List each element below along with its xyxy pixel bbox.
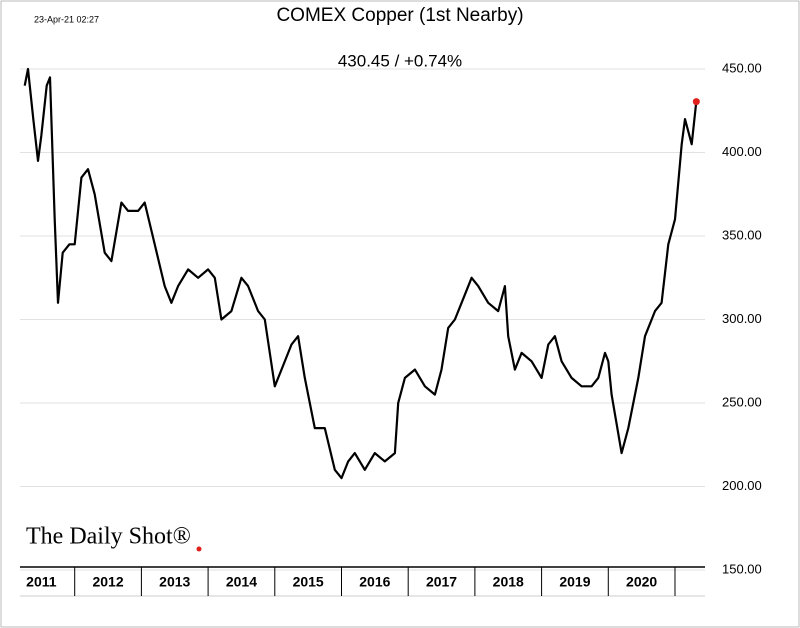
y-tick-label: 200.00 bbox=[722, 478, 762, 493]
watermark-dot bbox=[196, 546, 202, 552]
x-tick-label: 2012 bbox=[92, 574, 123, 590]
x-tick-label: 2016 bbox=[359, 574, 390, 590]
timestamp: 23-Apr-21 02:27 bbox=[34, 14, 99, 24]
x-tick-label: 2018 bbox=[493, 574, 524, 590]
x-tick-label: 2015 bbox=[293, 574, 324, 590]
x-tick-label: 2013 bbox=[159, 574, 190, 590]
watermark: The Daily Shot® bbox=[26, 524, 191, 550]
chart-title: COMEX Copper (1st Nearby) bbox=[276, 5, 523, 26]
y-tick-label: 450.00 bbox=[722, 60, 762, 75]
y-tick-label: 350.00 bbox=[722, 227, 762, 242]
x-tick-label: 2011 bbox=[26, 574, 57, 590]
x-tick-label: 2019 bbox=[559, 574, 590, 590]
y-tick-label: 400.00 bbox=[722, 144, 762, 159]
price-line bbox=[23, 67, 698, 480]
chart-subtitle: 430.45 / +0.74% bbox=[338, 51, 462, 70]
y-tick-label: 300.00 bbox=[722, 311, 762, 326]
x-tick-label: 2017 bbox=[426, 574, 457, 590]
x-tick-label: 2014 bbox=[226, 574, 257, 590]
y-tick-label: 150.00 bbox=[722, 561, 762, 576]
y-tick-label: 250.00 bbox=[722, 394, 762, 409]
last-point bbox=[692, 98, 700, 106]
x-tick-label: 2020 bbox=[626, 574, 657, 590]
